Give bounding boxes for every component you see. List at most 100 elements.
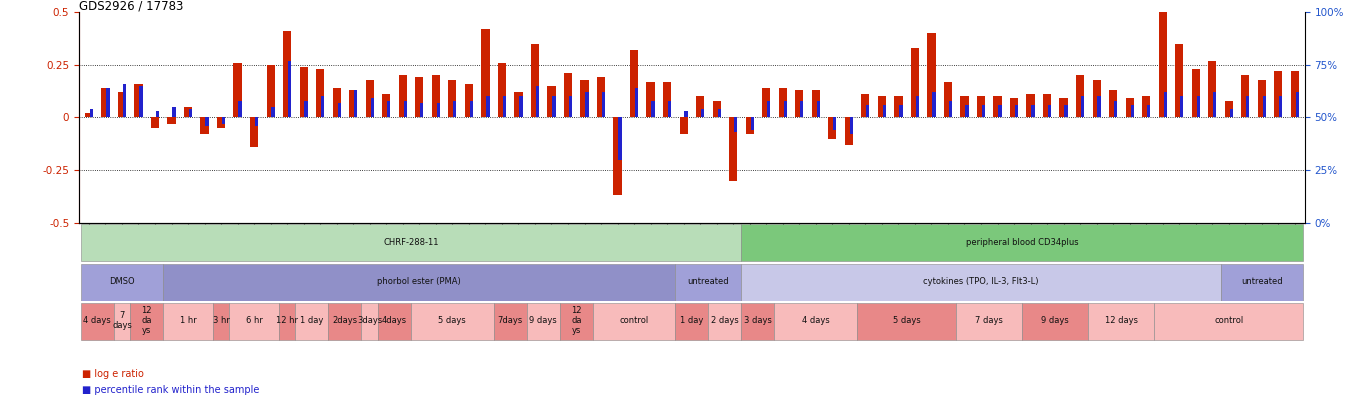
Bar: [932, 92, 936, 117]
Bar: [1125, 98, 1133, 117]
Bar: [982, 105, 985, 117]
Bar: [80, 224, 741, 261]
Bar: [685, 111, 688, 117]
Bar: [448, 79, 456, 117]
Bar: [173, 107, 176, 117]
Bar: [503, 96, 507, 117]
Bar: [750, 117, 753, 130]
Bar: [861, 94, 869, 117]
Bar: [332, 88, 340, 117]
Bar: [949, 100, 952, 117]
Bar: [631, 50, 639, 117]
Bar: [1279, 96, 1283, 117]
Bar: [1065, 105, 1068, 117]
Bar: [944, 82, 952, 117]
Bar: [1027, 94, 1035, 117]
Text: 9 days: 9 days: [530, 316, 557, 325]
Bar: [1175, 44, 1184, 117]
Text: ■ percentile rank within the sample: ■ percentile rank within the sample: [82, 385, 259, 395]
Bar: [80, 264, 163, 301]
Bar: [956, 303, 1023, 340]
Bar: [779, 88, 787, 117]
Text: cytokines (TPO, IL-3, Flt3-L): cytokines (TPO, IL-3, Flt3-L): [923, 277, 1039, 286]
Bar: [365, 79, 375, 117]
Bar: [238, 100, 241, 117]
Bar: [1043, 94, 1051, 117]
Bar: [328, 303, 361, 340]
Bar: [564, 73, 572, 117]
Bar: [1088, 303, 1155, 340]
Bar: [399, 75, 407, 117]
Bar: [586, 92, 588, 117]
Bar: [481, 29, 489, 117]
Bar: [1230, 109, 1233, 117]
Text: 2 days: 2 days: [711, 316, 738, 325]
Bar: [1295, 92, 1299, 117]
Bar: [998, 105, 1001, 117]
Bar: [667, 100, 671, 117]
Bar: [101, 88, 109, 117]
Bar: [233, 63, 241, 117]
Bar: [403, 100, 407, 117]
Bar: [580, 79, 588, 117]
Text: 1 day: 1 day: [300, 316, 324, 325]
Bar: [1009, 98, 1019, 117]
Bar: [602, 92, 605, 117]
Text: 12 hr: 12 hr: [276, 316, 298, 325]
Bar: [135, 84, 143, 117]
Bar: [877, 96, 887, 117]
Bar: [618, 117, 621, 160]
Bar: [155, 111, 159, 117]
Bar: [647, 82, 655, 117]
Bar: [701, 109, 704, 117]
Bar: [206, 117, 208, 126]
Bar: [966, 105, 968, 117]
Bar: [383, 94, 391, 117]
Bar: [470, 100, 473, 117]
Bar: [1015, 105, 1019, 117]
Bar: [90, 109, 93, 117]
Bar: [200, 117, 208, 134]
Text: 4 days: 4 days: [83, 316, 112, 325]
Bar: [911, 48, 919, 117]
Bar: [1060, 98, 1068, 117]
Bar: [80, 303, 113, 340]
Text: 9 days: 9 days: [1042, 316, 1069, 325]
Bar: [729, 117, 737, 181]
Bar: [741, 224, 1303, 261]
Text: 6 hr: 6 hr: [245, 316, 263, 325]
Bar: [899, 105, 903, 117]
Bar: [734, 117, 737, 132]
Bar: [163, 303, 212, 340]
Bar: [255, 117, 259, 126]
Bar: [267, 65, 275, 117]
Bar: [432, 75, 440, 117]
Bar: [569, 96, 572, 117]
Bar: [1224, 100, 1233, 117]
Bar: [1291, 71, 1299, 117]
Bar: [1208, 61, 1216, 117]
Bar: [844, 117, 853, 145]
Text: 4 days: 4 days: [802, 316, 829, 325]
Bar: [1047, 105, 1051, 117]
Bar: [718, 109, 720, 117]
Bar: [497, 63, 507, 117]
Bar: [354, 90, 357, 117]
Bar: [1092, 79, 1100, 117]
Bar: [741, 303, 775, 340]
Bar: [415, 77, 424, 117]
Bar: [123, 84, 127, 117]
Bar: [741, 264, 1220, 301]
Bar: [883, 105, 887, 117]
Text: ■ log e ratio: ■ log e ratio: [82, 369, 143, 379]
Bar: [553, 96, 556, 117]
Bar: [113, 303, 131, 340]
Text: phorbol ester (PMA): phorbol ester (PMA): [377, 277, 462, 286]
Bar: [915, 96, 919, 117]
Bar: [321, 96, 324, 117]
Text: 7 days: 7 days: [975, 316, 1004, 325]
Bar: [1159, 0, 1167, 117]
Text: 7days: 7days: [497, 316, 523, 325]
Bar: [271, 107, 275, 117]
Bar: [651, 100, 655, 117]
